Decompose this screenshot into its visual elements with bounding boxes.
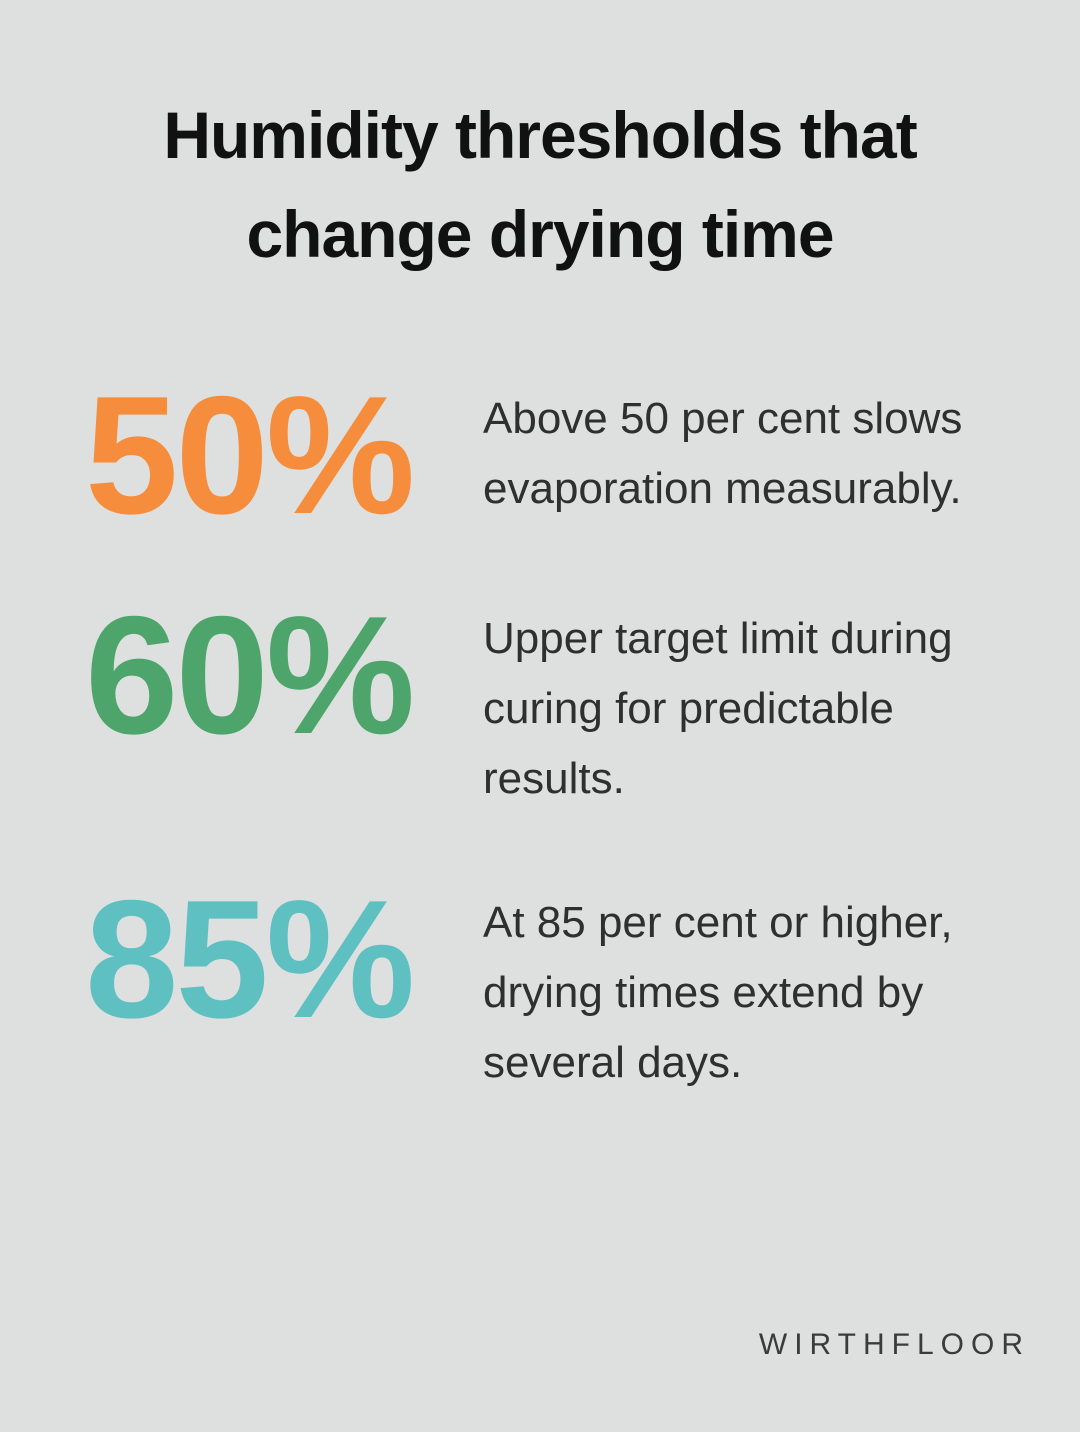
infographic-page: Humidity thresholds that change drying t… (0, 86, 1080, 1432)
stat-row-60: 60% Upper target limit during curing for… (85, 580, 1020, 814)
stat-value-50: 50% (85, 361, 415, 549)
stat-description-60: Upper target limit during curing for pre… (483, 613, 953, 803)
page-title: Humidity thresholds that change drying t… (0, 86, 1080, 284)
stat-row-85: 85% At 85 per cent or higher, drying tim… (85, 864, 1020, 1098)
stat-value-85: 85% (85, 864, 415, 1053)
stats-list: 50% Above 50 per cent slows evaporation … (0, 361, 1080, 1098)
stat-value-60: 60% (85, 580, 415, 769)
page-title-line: change drying time (246, 197, 834, 271)
stat-description-50: Above 50 per cent slows evaporation meas… (483, 394, 963, 513)
page-title-line: Humidity thresholds that (163, 98, 917, 172)
stat-description-85: At 85 per cent or higher, drying times e… (483, 897, 953, 1087)
brand-wordmark: WIRTHFLOOR (758, 1328, 1030, 1361)
stat-row-50: 50% Above 50 per cent slows evaporation … (85, 361, 1020, 549)
